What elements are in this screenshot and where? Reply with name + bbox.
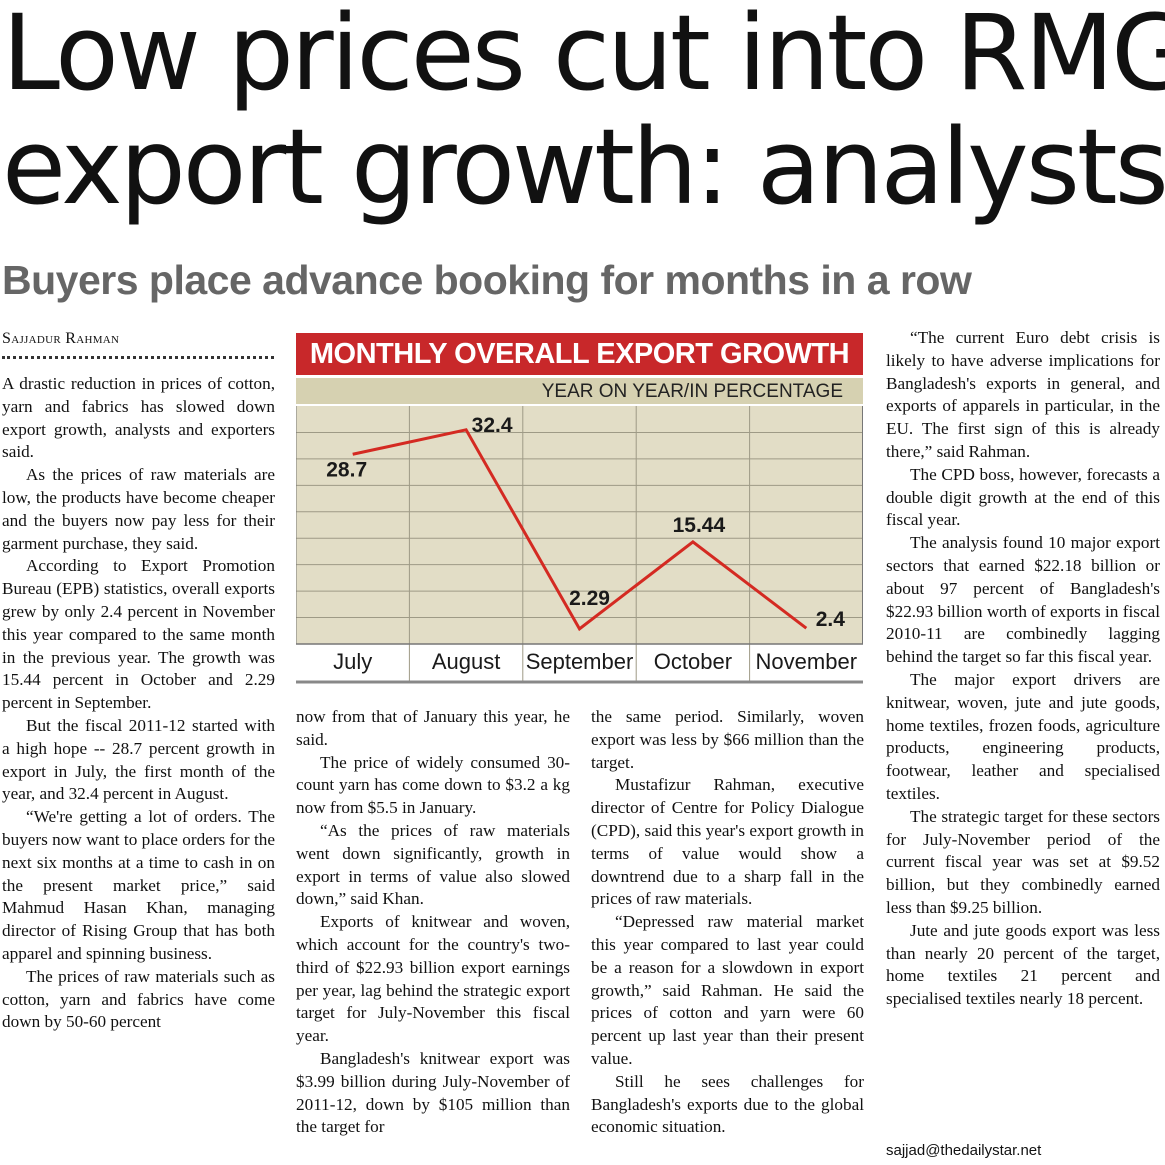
headline-line-1: Low prices cut into RMG (2, 0, 1165, 114)
article-column-1: A drastic reduction in prices of cotton,… (2, 373, 275, 1165)
article-paragraph: the same period. Similarly, woven export… (591, 707, 864, 772)
article-paragraph: A drastic reduction in prices of cotton,… (2, 374, 275, 462)
x-tick-label: October (654, 649, 732, 674)
x-tick-label: November (756, 649, 857, 674)
chart-subtitle: YEAR ON YEAR/IN PERCENTAGE (296, 378, 863, 404)
article-paragraph: “The current Euro debt crisis is likely … (886, 328, 1160, 461)
article-paragraph: Exports of knitwear and woven, which acc… (296, 912, 570, 1046)
data-label: 28.7 (326, 458, 367, 481)
export-growth-chart: MONTHLY OVERALL EXPORT GROWTH YEAR ON YE… (296, 333, 863, 685)
article-paragraph: The prices of raw materials such as cott… (2, 966, 275, 1032)
article-paragraph: The CPD boss, however, forecasts a doubl… (886, 464, 1160, 530)
headline-line-2: export growth: analysts (2, 106, 1165, 228)
x-tick-label: September (526, 649, 634, 674)
article-column-2: now from that of January this year, he s… (296, 706, 570, 1165)
headline: Low prices cut into RMG export growth: a… (2, 0, 1165, 228)
subheadline: Buyers place advance booking for months … (2, 257, 972, 303)
article-paragraph: Still he sees challenges for Bangladesh'… (591, 1071, 864, 1137)
article-paragraph: As the prices of raw materials are low, … (2, 465, 275, 553)
data-label: 32.4 (472, 414, 513, 437)
x-tick-label: August (432, 649, 501, 674)
article-paragraph: Mustafizur Rahman, executive director of… (591, 775, 864, 909)
article-paragraph: According to Export Promotion Bureau (EP… (2, 556, 275, 713)
article-column-3: the same period. Similarly, woven export… (591, 706, 864, 1165)
chart-plot: 28.7 32.4 2.29 15.44 2.4 July August September O… (296, 406, 863, 684)
data-label: 15.44 (673, 514, 726, 537)
article-paragraph: “We're getting a lot of orders. The buye… (2, 807, 275, 963)
article-paragraph: The strategic target for these sectors f… (886, 806, 1160, 917)
data-label: 2.29 (569, 587, 610, 610)
article-paragraph: Jute and jute goods export was less than… (886, 920, 1160, 1009)
byline: Sajjadur Rahman (2, 330, 120, 347)
article-paragraph: The price of widely consumed 30-count ya… (296, 752, 570, 818)
article-paragraph: “As the prices of raw materials went dow… (296, 820, 570, 909)
series-line (352, 428, 808, 632)
chart-title: MONTHLY OVERALL EXPORT GROWTH (296, 333, 863, 375)
author-email: sajjad@thedailystar.net (886, 1142, 1042, 1159)
article-paragraph: The major export drivers are knitwear, w… (886, 669, 1160, 803)
byline-divider (2, 356, 274, 359)
x-tick-label: July (333, 649, 372, 674)
data-label: 2.4 (816, 608, 846, 631)
article-paragraph: But the fiscal 2011-12 started with a hi… (2, 715, 275, 804)
article-column-4: “The current Euro debt crisis is likely … (886, 327, 1160, 1127)
article-paragraph: “Depressed raw material market this year… (591, 912, 864, 1068)
article-paragraph: now from that of January this year, he s… (296, 707, 570, 749)
article-paragraph: Bangladesh's knitwear export was $3.99 b… (296, 1048, 570, 1137)
article-paragraph: The analysis found 10 major export secto… (886, 533, 1160, 667)
